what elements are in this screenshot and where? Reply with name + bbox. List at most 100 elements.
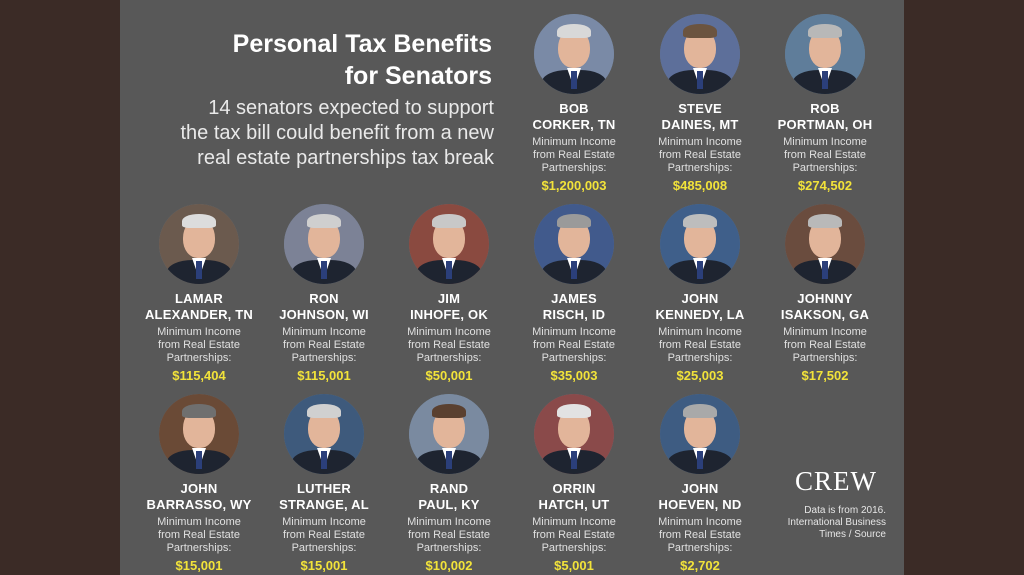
source-line-1: Data is from 2016. bbox=[804, 505, 886, 516]
subtitle-line-2: the tax bill could benefit from a new bbox=[180, 122, 494, 144]
income-label-line-3: Partnerships: bbox=[792, 352, 858, 364]
senator-card: JAMES RISCH, ID Minimum Income from Real Es… bbox=[514, 204, 634, 384]
senator-card: BOB CORKER, TN Minimum Income from Real Est… bbox=[514, 14, 634, 194]
senator-name: LUTHER STRANGE, AL bbox=[264, 481, 384, 513]
senator-last-name-state: DAINES, MT bbox=[661, 117, 739, 132]
income-label-line-3: Partnerships: bbox=[667, 542, 733, 554]
senator-first-name: RON bbox=[309, 291, 339, 306]
income-label-line-2: from Real Estate bbox=[283, 339, 365, 351]
senator-first-name: JOHN bbox=[681, 481, 719, 496]
page-title: Personal Tax Benefits for Senators bbox=[130, 28, 492, 92]
income-label: Minimum Income from Real Estate Partnershi… bbox=[264, 516, 384, 555]
senator-last-name-state: PAUL, KY bbox=[418, 497, 480, 512]
senator-first-name: LAMAR bbox=[175, 291, 223, 306]
senator-last-name-state: HATCH, UT bbox=[538, 497, 610, 512]
senator-name: JOHNNY ISAKSON, GA bbox=[765, 291, 885, 323]
senator-photo bbox=[159, 394, 239, 474]
senator-last-name-state: STRANGE, AL bbox=[279, 497, 369, 512]
income-label: Minimum Income from Real Estate Partnershi… bbox=[139, 326, 259, 365]
income-amount: $15,001 bbox=[300, 558, 348, 573]
income-label-line-2: from Real Estate bbox=[408, 339, 490, 351]
income-label-line-1: Minimum Income bbox=[407, 326, 491, 338]
senator-first-name: JOHNNY bbox=[797, 291, 853, 306]
income-label-line-1: Minimum Income bbox=[282, 326, 366, 338]
income-label-line-1: Minimum Income bbox=[658, 136, 742, 148]
income-amount: $50,001 bbox=[425, 368, 473, 383]
income-label-line-2: from Real Estate bbox=[158, 529, 240, 541]
income-label-line-2: from Real Estate bbox=[659, 149, 741, 161]
income-amount: $25,003 bbox=[676, 368, 724, 383]
crew-logo: CREW bbox=[795, 466, 877, 496]
income-label-line-1: Minimum Income bbox=[407, 516, 491, 528]
senator-photo bbox=[284, 394, 364, 474]
income-label-line-2: from Real Estate bbox=[659, 339, 741, 351]
senator-last-name-state: INHOFE, OK bbox=[410, 307, 488, 322]
senator-name: STEVE DAINES, MT bbox=[640, 101, 760, 133]
income-label-line-3: Partnerships: bbox=[667, 352, 733, 364]
income-label: Minimum Income from Real Estate Partnershi… bbox=[640, 326, 760, 365]
senator-photo bbox=[409, 204, 489, 284]
income-label-line-1: Minimum Income bbox=[658, 516, 742, 528]
income-label-line-2: from Real Estate bbox=[659, 529, 741, 541]
senator-card: JOHN KENNEDY, LA Minimum Income from Real E… bbox=[640, 204, 760, 384]
senator-photo bbox=[660, 204, 740, 284]
senator-photo bbox=[159, 204, 239, 284]
title-line-2: for Senators bbox=[344, 62, 492, 90]
senator-photo bbox=[409, 394, 489, 474]
income-label-line-3: Partnerships: bbox=[291, 542, 357, 554]
income-label-line-1: Minimum Income bbox=[532, 516, 616, 528]
senator-name: RON JOHNSON, WI bbox=[264, 291, 384, 323]
senator-name: JOHN KENNEDY, LA bbox=[640, 291, 760, 323]
senator-name: JOHN HOEVEN, ND bbox=[640, 481, 760, 513]
income-label-line-1: Minimum Income bbox=[532, 136, 616, 148]
income-amount: $17,502 bbox=[801, 368, 849, 383]
subtitle-line-1: 14 senators expected to support bbox=[208, 97, 494, 119]
income-label-line-2: from Real Estate bbox=[533, 339, 615, 351]
income-amount: $35,003 bbox=[550, 368, 598, 383]
senator-photo bbox=[660, 394, 740, 474]
senator-last-name-state: JOHNSON, WI bbox=[279, 307, 369, 322]
senator-photo bbox=[785, 14, 865, 94]
senator-first-name: STEVE bbox=[678, 101, 722, 116]
senator-name: JAMES RISCH, ID bbox=[514, 291, 634, 323]
senator-last-name-state: ISAKSON, GA bbox=[780, 307, 870, 322]
senator-name: RAND PAUL, KY bbox=[389, 481, 509, 513]
income-label-line-3: Partnerships: bbox=[541, 542, 607, 554]
income-label-line-1: Minimum Income bbox=[658, 326, 742, 338]
source-line-2: International Business bbox=[787, 517, 886, 528]
senator-photo bbox=[660, 14, 740, 94]
income-amount: $485,008 bbox=[672, 178, 728, 193]
senator-first-name: ORRIN bbox=[552, 481, 596, 496]
income-label-line-2: from Real Estate bbox=[784, 149, 866, 161]
income-amount: $115,404 bbox=[172, 368, 226, 383]
senator-last-name-state: CORKER, TN bbox=[532, 117, 616, 132]
senator-last-name-state: KENNEDY, LA bbox=[655, 307, 745, 322]
income-amount: $15,001 bbox=[175, 558, 223, 573]
senator-photo bbox=[534, 204, 614, 284]
senator-first-name: JIM bbox=[437, 291, 461, 306]
income-amount: $1,200,003 bbox=[541, 178, 607, 193]
income-label-line-3: Partnerships: bbox=[667, 162, 733, 174]
income-label-line-3: Partnerships: bbox=[416, 352, 482, 364]
senator-first-name: ROB bbox=[810, 101, 840, 116]
senator-card: ROB PORTMAN, OH Minimum Income from Real Es… bbox=[765, 14, 885, 194]
income-amount: $5,001 bbox=[554, 558, 594, 573]
income-label: Minimum Income from Real Estate Partnershi… bbox=[264, 326, 384, 365]
subtitle-line-3: real estate partnerships tax break bbox=[197, 147, 494, 169]
senator-photo bbox=[534, 14, 614, 94]
senator-first-name: BOB bbox=[559, 101, 589, 116]
senator-name: JOHN BARRASSO, WY bbox=[139, 481, 259, 513]
senator-first-name: JAMES bbox=[551, 291, 597, 306]
senator-photo bbox=[534, 394, 614, 474]
income-label: Minimum Income from Real Estate Partnershi… bbox=[640, 516, 760, 555]
income-label-line-3: Partnerships: bbox=[166, 542, 232, 554]
senator-card: RAND PAUL, KY Minimum Income from Real Esta… bbox=[389, 394, 509, 574]
senator-card: RON JOHNSON, WI Minimum Income from Real Es… bbox=[264, 204, 384, 384]
subtitle: 14 senators expected to support the tax … bbox=[120, 96, 494, 171]
senator-card: JOHNNY ISAKSON, GA Minimum Income from Real… bbox=[765, 204, 885, 384]
income-label-line-2: from Real Estate bbox=[408, 529, 490, 541]
income-label-line-3: Partnerships: bbox=[541, 162, 607, 174]
source-line-3: Times / Source bbox=[819, 529, 886, 540]
source-note: Data is from 2016. International Busines… bbox=[776, 505, 886, 541]
income-label-line-3: Partnerships: bbox=[291, 352, 357, 364]
